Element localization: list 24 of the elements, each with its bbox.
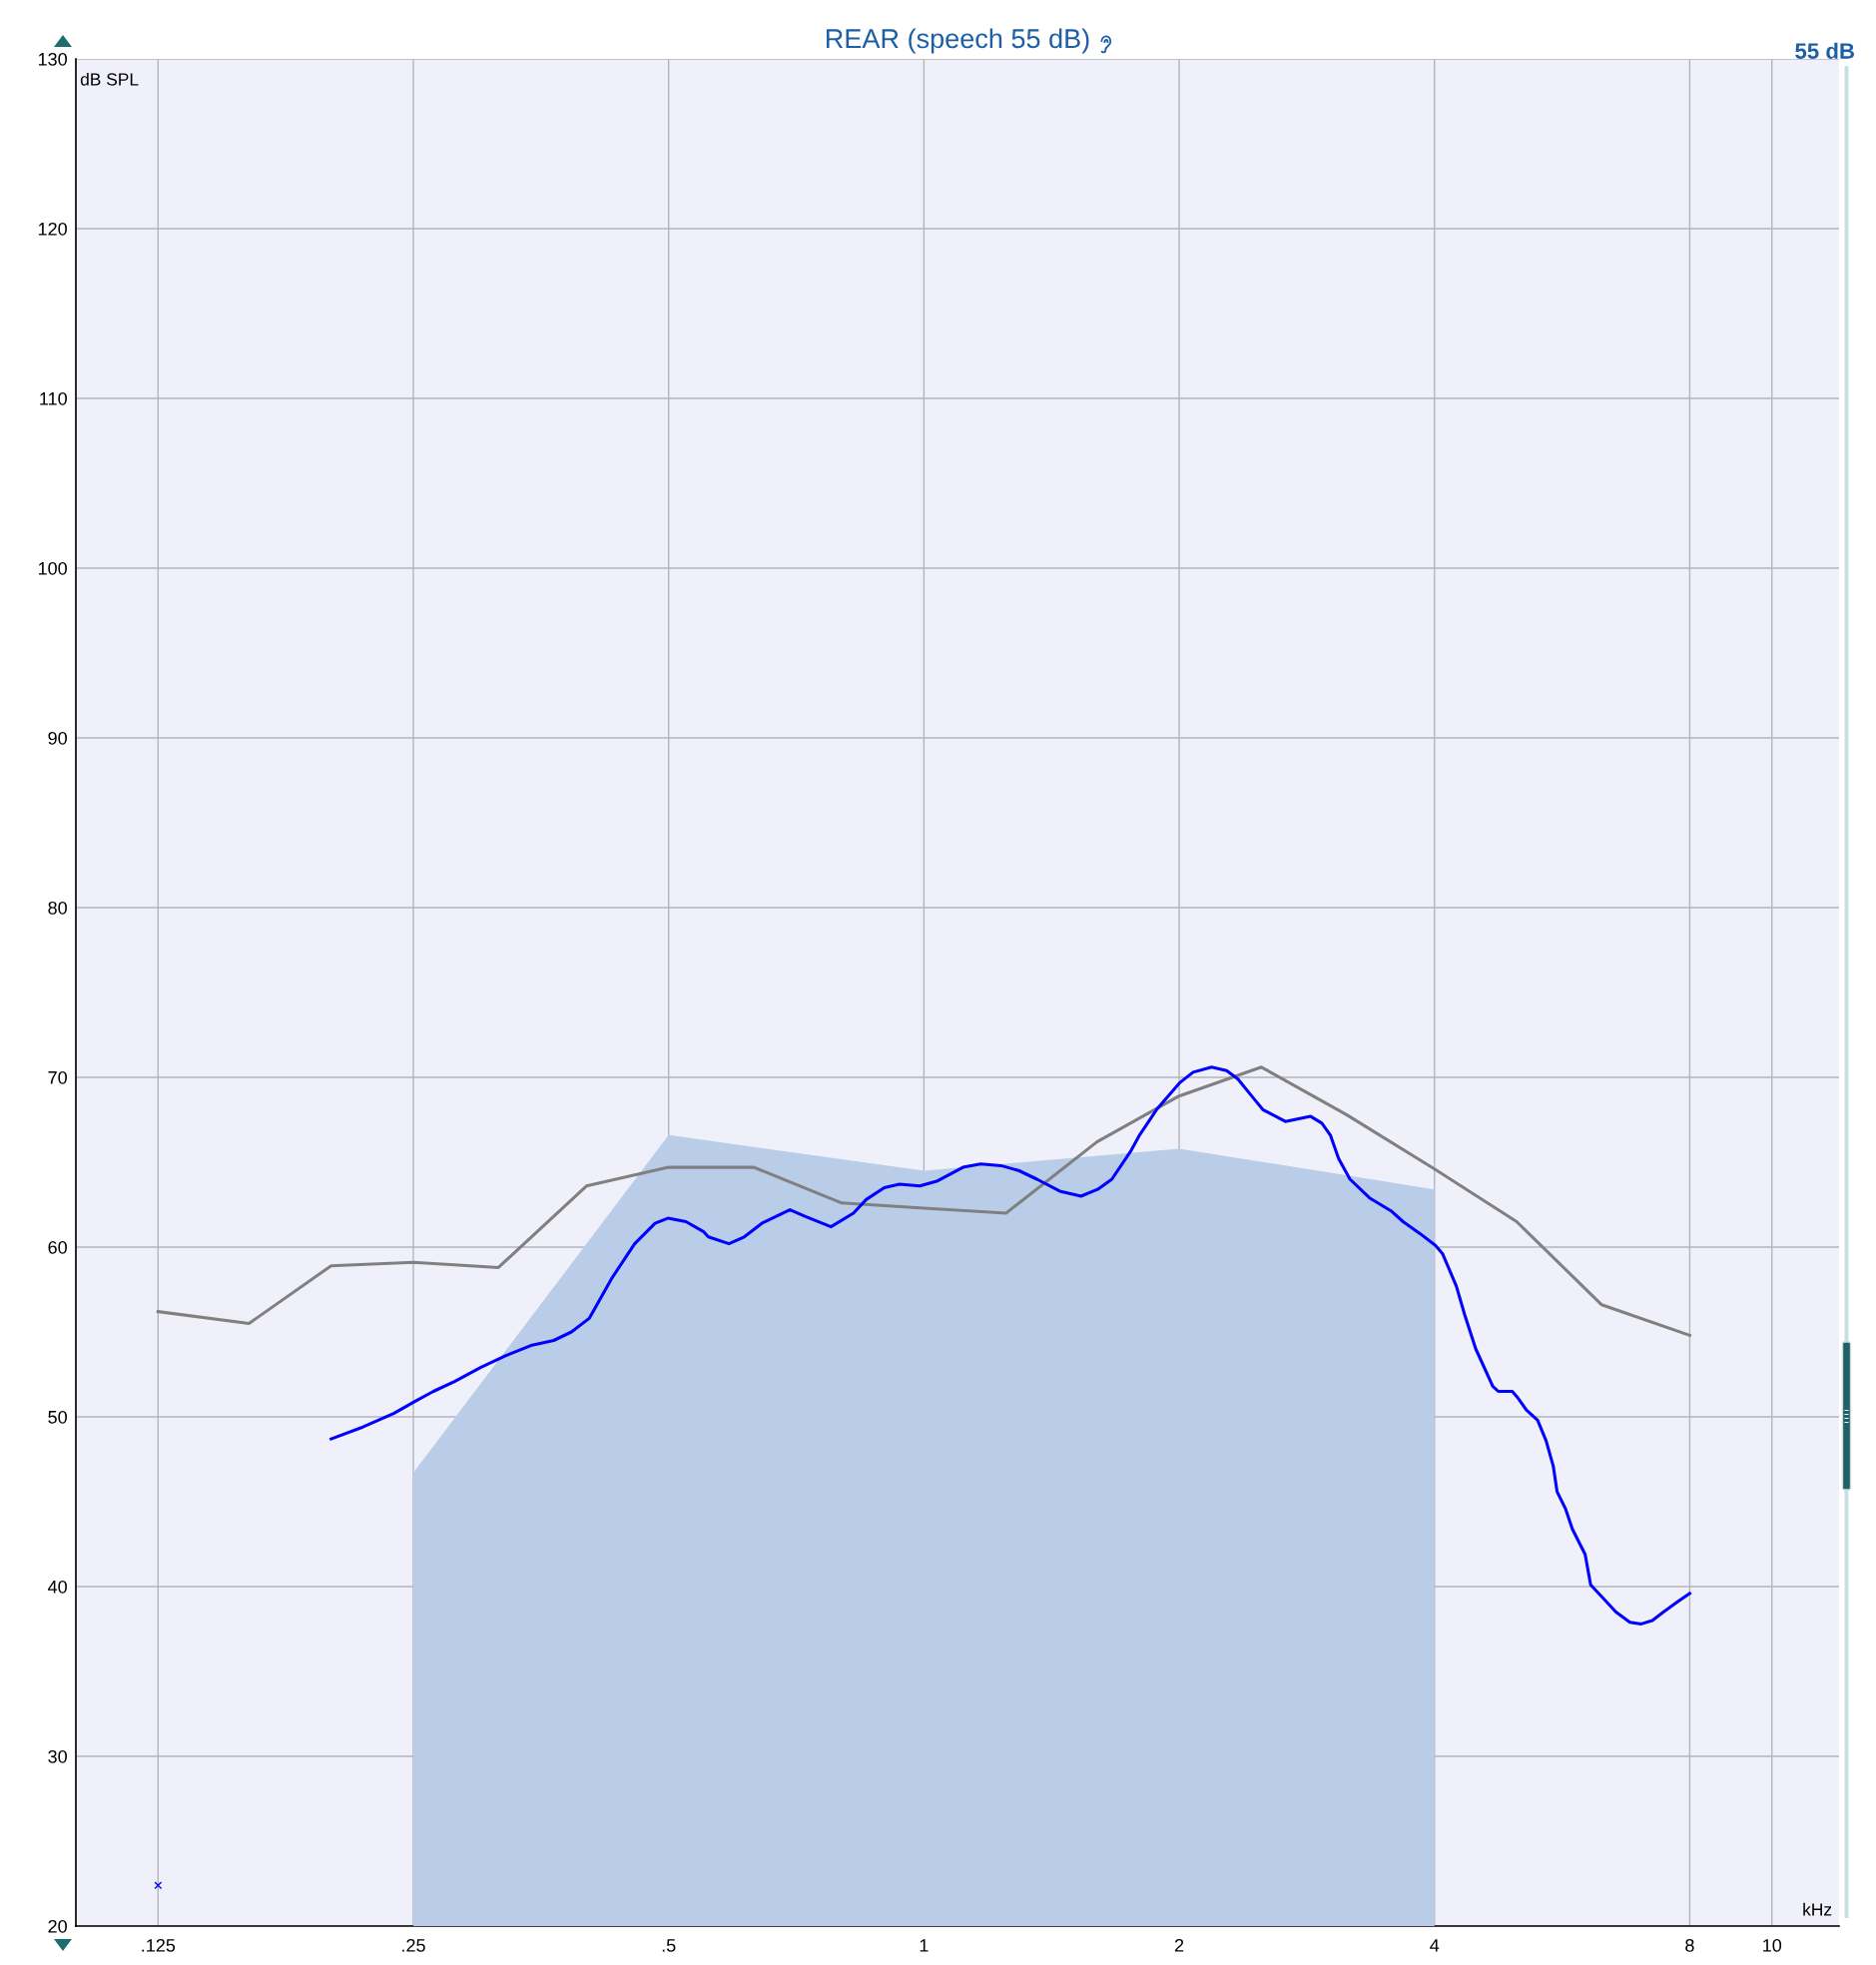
text: 55 dB — [1795, 42, 1854, 59]
y-tick-label: 50 — [48, 1410, 67, 1424]
y-tick-label: 130 — [38, 52, 67, 66]
x-tick-label: 4 — [1430, 1939, 1440, 1952]
chart-title: REAR (speech 55 dB) — [827, 28, 1089, 54]
x-tick-label: .125 — [142, 1938, 176, 1952]
y-axis-title: dB SPL — [80, 72, 139, 86]
y-tick-label: 60 — [48, 1240, 67, 1254]
x-tick-label: 2 — [1174, 1938, 1184, 1952]
y-tick-label: 80 — [48, 901, 67, 915]
x-tick-label: .5 — [662, 1939, 676, 1952]
y-tick-label: 30 — [48, 1749, 67, 1763]
x-tick-label: 8 — [1685, 1938, 1694, 1952]
y-tick-label: 70 — [48, 1070, 67, 1084]
x-tick-label: 1 — [920, 1939, 929, 1952]
y-tick-label: 100 — [38, 561, 67, 575]
x-axis-title: kHz — [1803, 1902, 1832, 1916]
y-tick-label: 40 — [48, 1580, 67, 1594]
y-tick-label: 90 — [48, 731, 67, 745]
y-tick-label: 120 — [38, 222, 67, 236]
x-tick-label: .25 — [402, 1938, 425, 1952]
x-tick-label: 10 — [1763, 1938, 1782, 1952]
y-tick-label: 110 — [40, 391, 67, 405]
y-tick-label: 20 — [48, 1919, 67, 1933]
